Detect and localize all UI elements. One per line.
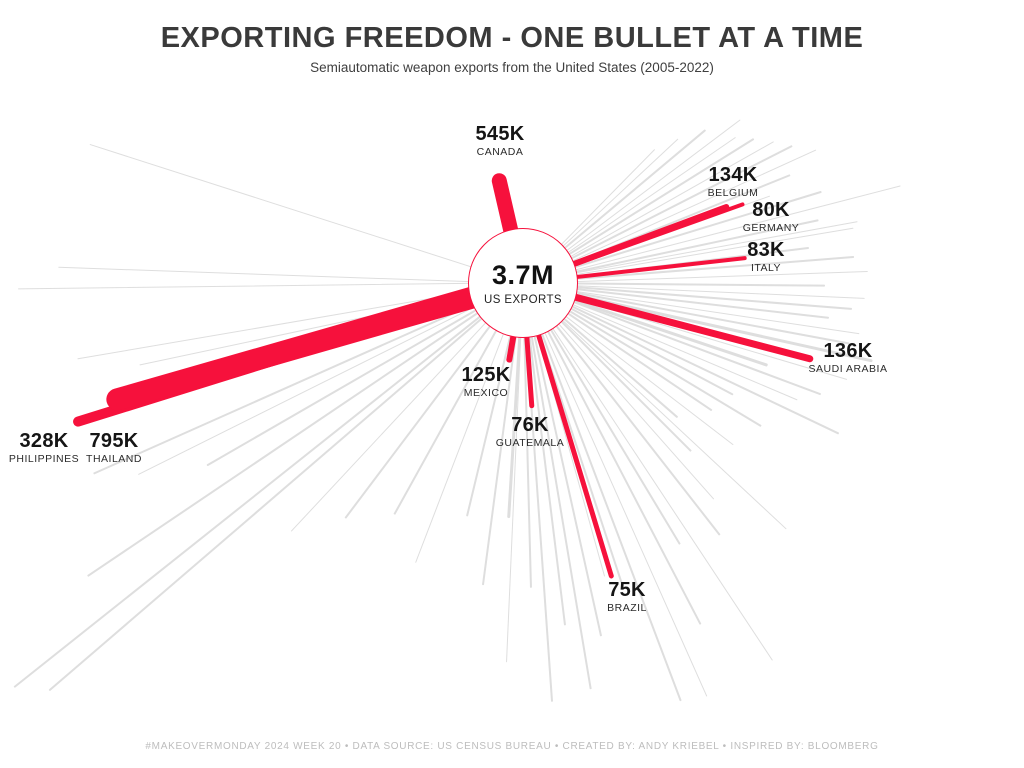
label-value: 545K xyxy=(475,123,525,145)
label-value: 125K xyxy=(461,364,511,386)
label-value: 75K xyxy=(608,579,646,601)
background-spoke xyxy=(18,282,524,290)
label-value: 80K xyxy=(752,199,790,221)
label-guatemala: 76K GUATEMALA xyxy=(496,415,564,449)
label-saudi-arabia: 136K SAUDI ARABIA xyxy=(809,341,888,375)
label-italy: 83K ITALY xyxy=(747,240,785,274)
label-brazil: 75K BRAZIL xyxy=(607,580,647,614)
label-country: GUATEMALA xyxy=(495,437,565,449)
label-country: BRAZIL xyxy=(607,602,647,614)
label-country: CANADA xyxy=(476,146,524,158)
center-hub-label: US EXPORTS xyxy=(484,294,562,306)
center-hub-value: 3.7M xyxy=(491,260,555,290)
label-country: MEXICO xyxy=(463,387,509,399)
label-country: GERMANY xyxy=(742,222,800,234)
label-thailand: 795K THAILAND xyxy=(86,431,142,465)
background-spoke xyxy=(58,266,524,284)
label-value: 328K xyxy=(19,430,69,452)
label-value: 134K xyxy=(708,164,758,186)
background-spoke xyxy=(89,143,524,284)
label-belgium: 134K BELGIUM xyxy=(708,165,759,199)
chart-title: EXPORTING FREEDOM - ONE BULLET AT A TIME xyxy=(160,22,864,54)
label-country: BELGIUM xyxy=(707,187,759,199)
label-value: 83K xyxy=(747,239,785,261)
label-country: SAUDI ARABIA xyxy=(808,363,888,375)
label-philippines: 328K PHILIPPINES xyxy=(9,431,79,465)
chart-header: EXPORTING FREEDOM - ONE BULLET AT A TIME… xyxy=(0,0,1024,75)
footer-credits: #MAKEOVERMONDAY 2024 WEEK 20 • DATA SOUR… xyxy=(145,741,879,752)
label-value: 795K xyxy=(89,430,139,452)
center-hub: 3.7M US EXPORTS xyxy=(468,228,578,338)
label-country: ITALY xyxy=(750,262,782,274)
label-germany: 80K GERMANY xyxy=(743,200,800,234)
label-mexico: 125K MEXICO xyxy=(461,365,510,399)
label-country: PHILIPPINES xyxy=(8,453,80,465)
label-value: 76K xyxy=(511,414,549,436)
label-value: 136K xyxy=(823,340,873,362)
background-spoke xyxy=(87,282,524,578)
label-country: THAILAND xyxy=(86,453,142,465)
chart-subtitle: Semiautomatic weapon exports from the Un… xyxy=(310,60,714,75)
label-canada: 545K CANADA xyxy=(475,124,524,158)
